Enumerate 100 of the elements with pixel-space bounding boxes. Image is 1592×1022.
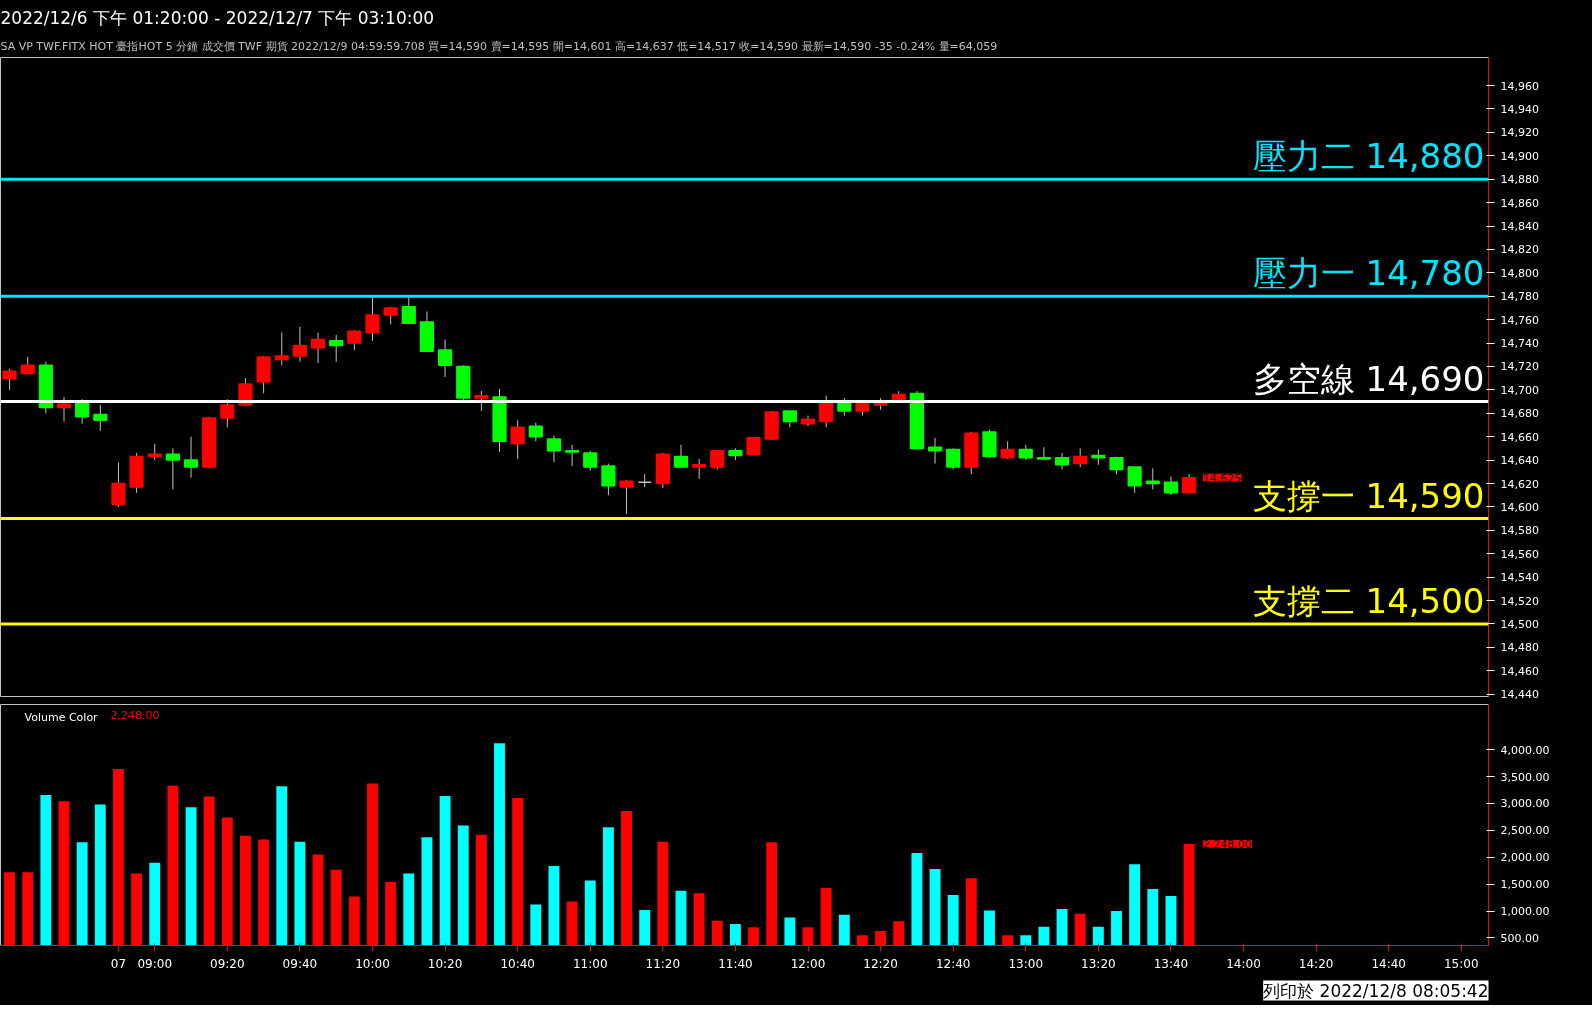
y-tick-label: 14,560 bbox=[1500, 547, 1539, 561]
y-tick-label: 14,900 bbox=[1500, 149, 1539, 163]
x-tick-label: 10:40 bbox=[500, 956, 535, 971]
y-tick-label: 1,500.00 bbox=[1500, 878, 1550, 892]
x-tick-label: 12:00 bbox=[790, 956, 826, 971]
y-tick-label: 14,480 bbox=[1500, 641, 1539, 655]
text: Volume Color bbox=[24, 710, 99, 724]
y-tick-label: 14,580 bbox=[1500, 524, 1539, 538]
candlestick bbox=[220, 398, 235, 428]
annotation: 14,625 bbox=[1203, 471, 1242, 485]
y-tick-label: 14,440 bbox=[1500, 688, 1539, 702]
x-tick-label: 09:20 bbox=[210, 956, 245, 971]
candlestick bbox=[673, 444, 689, 468]
y-tick-label: 14,460 bbox=[1500, 664, 1539, 678]
candlestick bbox=[710, 449, 725, 470]
candlestick bbox=[601, 463, 616, 496]
y-tick-label: 14,500 bbox=[1500, 617, 1539, 631]
candlestick bbox=[583, 450, 598, 472]
y-tick-label: 14,660 bbox=[1500, 430, 1539, 444]
y-tick-label: 14,840 bbox=[1500, 220, 1539, 234]
ref-line-label: 支撐一 14,590 bbox=[1252, 475, 1485, 516]
y-tick-label: 2,500.00 bbox=[1500, 824, 1550, 838]
x-tick-label: 10:00 bbox=[355, 956, 390, 971]
x-tick-label: 12:20 bbox=[863, 956, 898, 971]
candlestick bbox=[75, 398, 90, 425]
candlestick bbox=[619, 479, 634, 515]
y-tick-label: 14,600 bbox=[1500, 500, 1539, 514]
candlestick bbox=[437, 339, 453, 378]
y-tick-label: 14,620 bbox=[1500, 477, 1539, 491]
candlestick bbox=[528, 422, 543, 442]
x-tick-label: 09:40 bbox=[282, 956, 318, 971]
candlestick bbox=[292, 326, 308, 363]
x-tick-label: 15:00 bbox=[1443, 956, 1479, 971]
candlestick bbox=[546, 435, 562, 463]
annotation: 2,248.00 bbox=[110, 708, 160, 722]
candlestick bbox=[1073, 447, 1088, 468]
ref-line-label: 壓力一 14,780 bbox=[1252, 253, 1485, 294]
candlestick bbox=[510, 419, 525, 460]
y-tick-label: 500.00 bbox=[1500, 931, 1539, 945]
chart-title: 2022/12/6 下午 01:20:00 - 2022/12/7 下午 03:10:00 bbox=[0, 7, 435, 28]
candlestick bbox=[819, 395, 834, 428]
candlestick bbox=[329, 334, 344, 363]
candlestick bbox=[347, 329, 362, 351]
candlestick bbox=[927, 437, 943, 465]
candlestick bbox=[565, 444, 580, 467]
y-tick-label: 14,820 bbox=[1500, 243, 1539, 257]
ref-line-label: 多空線 14,690 bbox=[1252, 358, 1485, 399]
y-tick-label: 14,700 bbox=[1500, 383, 1539, 397]
y-tick-label: 14,940 bbox=[1500, 102, 1539, 116]
candlestick bbox=[310, 332, 326, 364]
candlestick bbox=[401, 296, 416, 324]
annotation: 2,248.00 bbox=[1203, 837, 1253, 851]
x-tick-label: 13:40 bbox=[1153, 956, 1189, 971]
x-tick-label: 11:20 bbox=[645, 956, 681, 971]
x-tick-label: 14:00 bbox=[1226, 956, 1261, 971]
y-tick-label: 14,920 bbox=[1500, 126, 1539, 140]
y-tick-label: 14,540 bbox=[1500, 571, 1539, 585]
x-tick-label: 10:20 bbox=[427, 956, 463, 971]
y-tick-label: 3,500.00 bbox=[1500, 770, 1550, 784]
candlestick bbox=[56, 396, 72, 422]
candlestick bbox=[1181, 473, 1197, 494]
x-tick-label: 09:00 bbox=[137, 956, 173, 971]
x-tick-label: 14:40 bbox=[1371, 956, 1406, 971]
candlestick bbox=[1145, 467, 1160, 490]
y-tick-label: 14,640 bbox=[1500, 454, 1539, 468]
candlestick bbox=[93, 404, 108, 432]
y-tick-label: 14,960 bbox=[1500, 79, 1539, 93]
x-tick-label: 11:40 bbox=[718, 956, 753, 971]
y-tick-label: 1,000.00 bbox=[1500, 905, 1550, 919]
x-tick-label: 13:00 bbox=[1008, 956, 1044, 971]
y-tick-label: 3,000.00 bbox=[1500, 797, 1550, 811]
y-tick-label: 4,000.00 bbox=[1500, 743, 1550, 757]
candlestick bbox=[692, 458, 707, 480]
candlestick bbox=[474, 390, 489, 412]
y-tick-label: 14,800 bbox=[1500, 266, 1539, 280]
x-tick-label: 12:40 bbox=[935, 956, 971, 971]
y-tick-label: 14,680 bbox=[1500, 407, 1539, 421]
text: 列印於 2022/12/8 08:05:42 bbox=[1263, 980, 1489, 1001]
y-tick-label: 14,780 bbox=[1500, 290, 1539, 304]
candlestick bbox=[274, 332, 289, 366]
y-tick-label: 2,000.00 bbox=[1500, 851, 1550, 865]
y-tick-label: 14,880 bbox=[1500, 173, 1539, 187]
y-tick-label: 14,740 bbox=[1500, 337, 1539, 351]
x-tick-label: 13:20 bbox=[1081, 956, 1116, 971]
ref-line-label: 支撐二 14,500 bbox=[1252, 580, 1485, 621]
y-tick-label: 14,760 bbox=[1500, 313, 1539, 327]
candlestick bbox=[946, 447, 961, 470]
chart-subtitle: SA VP TWF.FITX HOT 臺指HOT 5 分鐘 成交價 TWF 期貨 2022/12/9 04:59:59.708 買=14,590 賣=14,595 開=14,601 高=14,637 低=14,517 收=14,590 最新=14,590 -35 -0.24% 量=64,059 bbox=[0, 39, 998, 53]
y-tick-label: 14,860 bbox=[1500, 196, 1539, 210]
candlestick bbox=[1163, 475, 1179, 496]
candlestick bbox=[165, 447, 180, 490]
candlestick bbox=[365, 296, 380, 342]
y-tick-label: 14,720 bbox=[1500, 360, 1539, 374]
y-tick-label: 14,520 bbox=[1500, 594, 1539, 608]
candlestick bbox=[637, 473, 652, 488]
ref-line-label: 壓力二 14,880 bbox=[1252, 136, 1485, 177]
x-tick-label: 11:00 bbox=[572, 956, 608, 971]
candlestick bbox=[183, 436, 199, 479]
candlestick bbox=[1127, 466, 1142, 494]
x-tick-label: 07 bbox=[110, 956, 127, 971]
